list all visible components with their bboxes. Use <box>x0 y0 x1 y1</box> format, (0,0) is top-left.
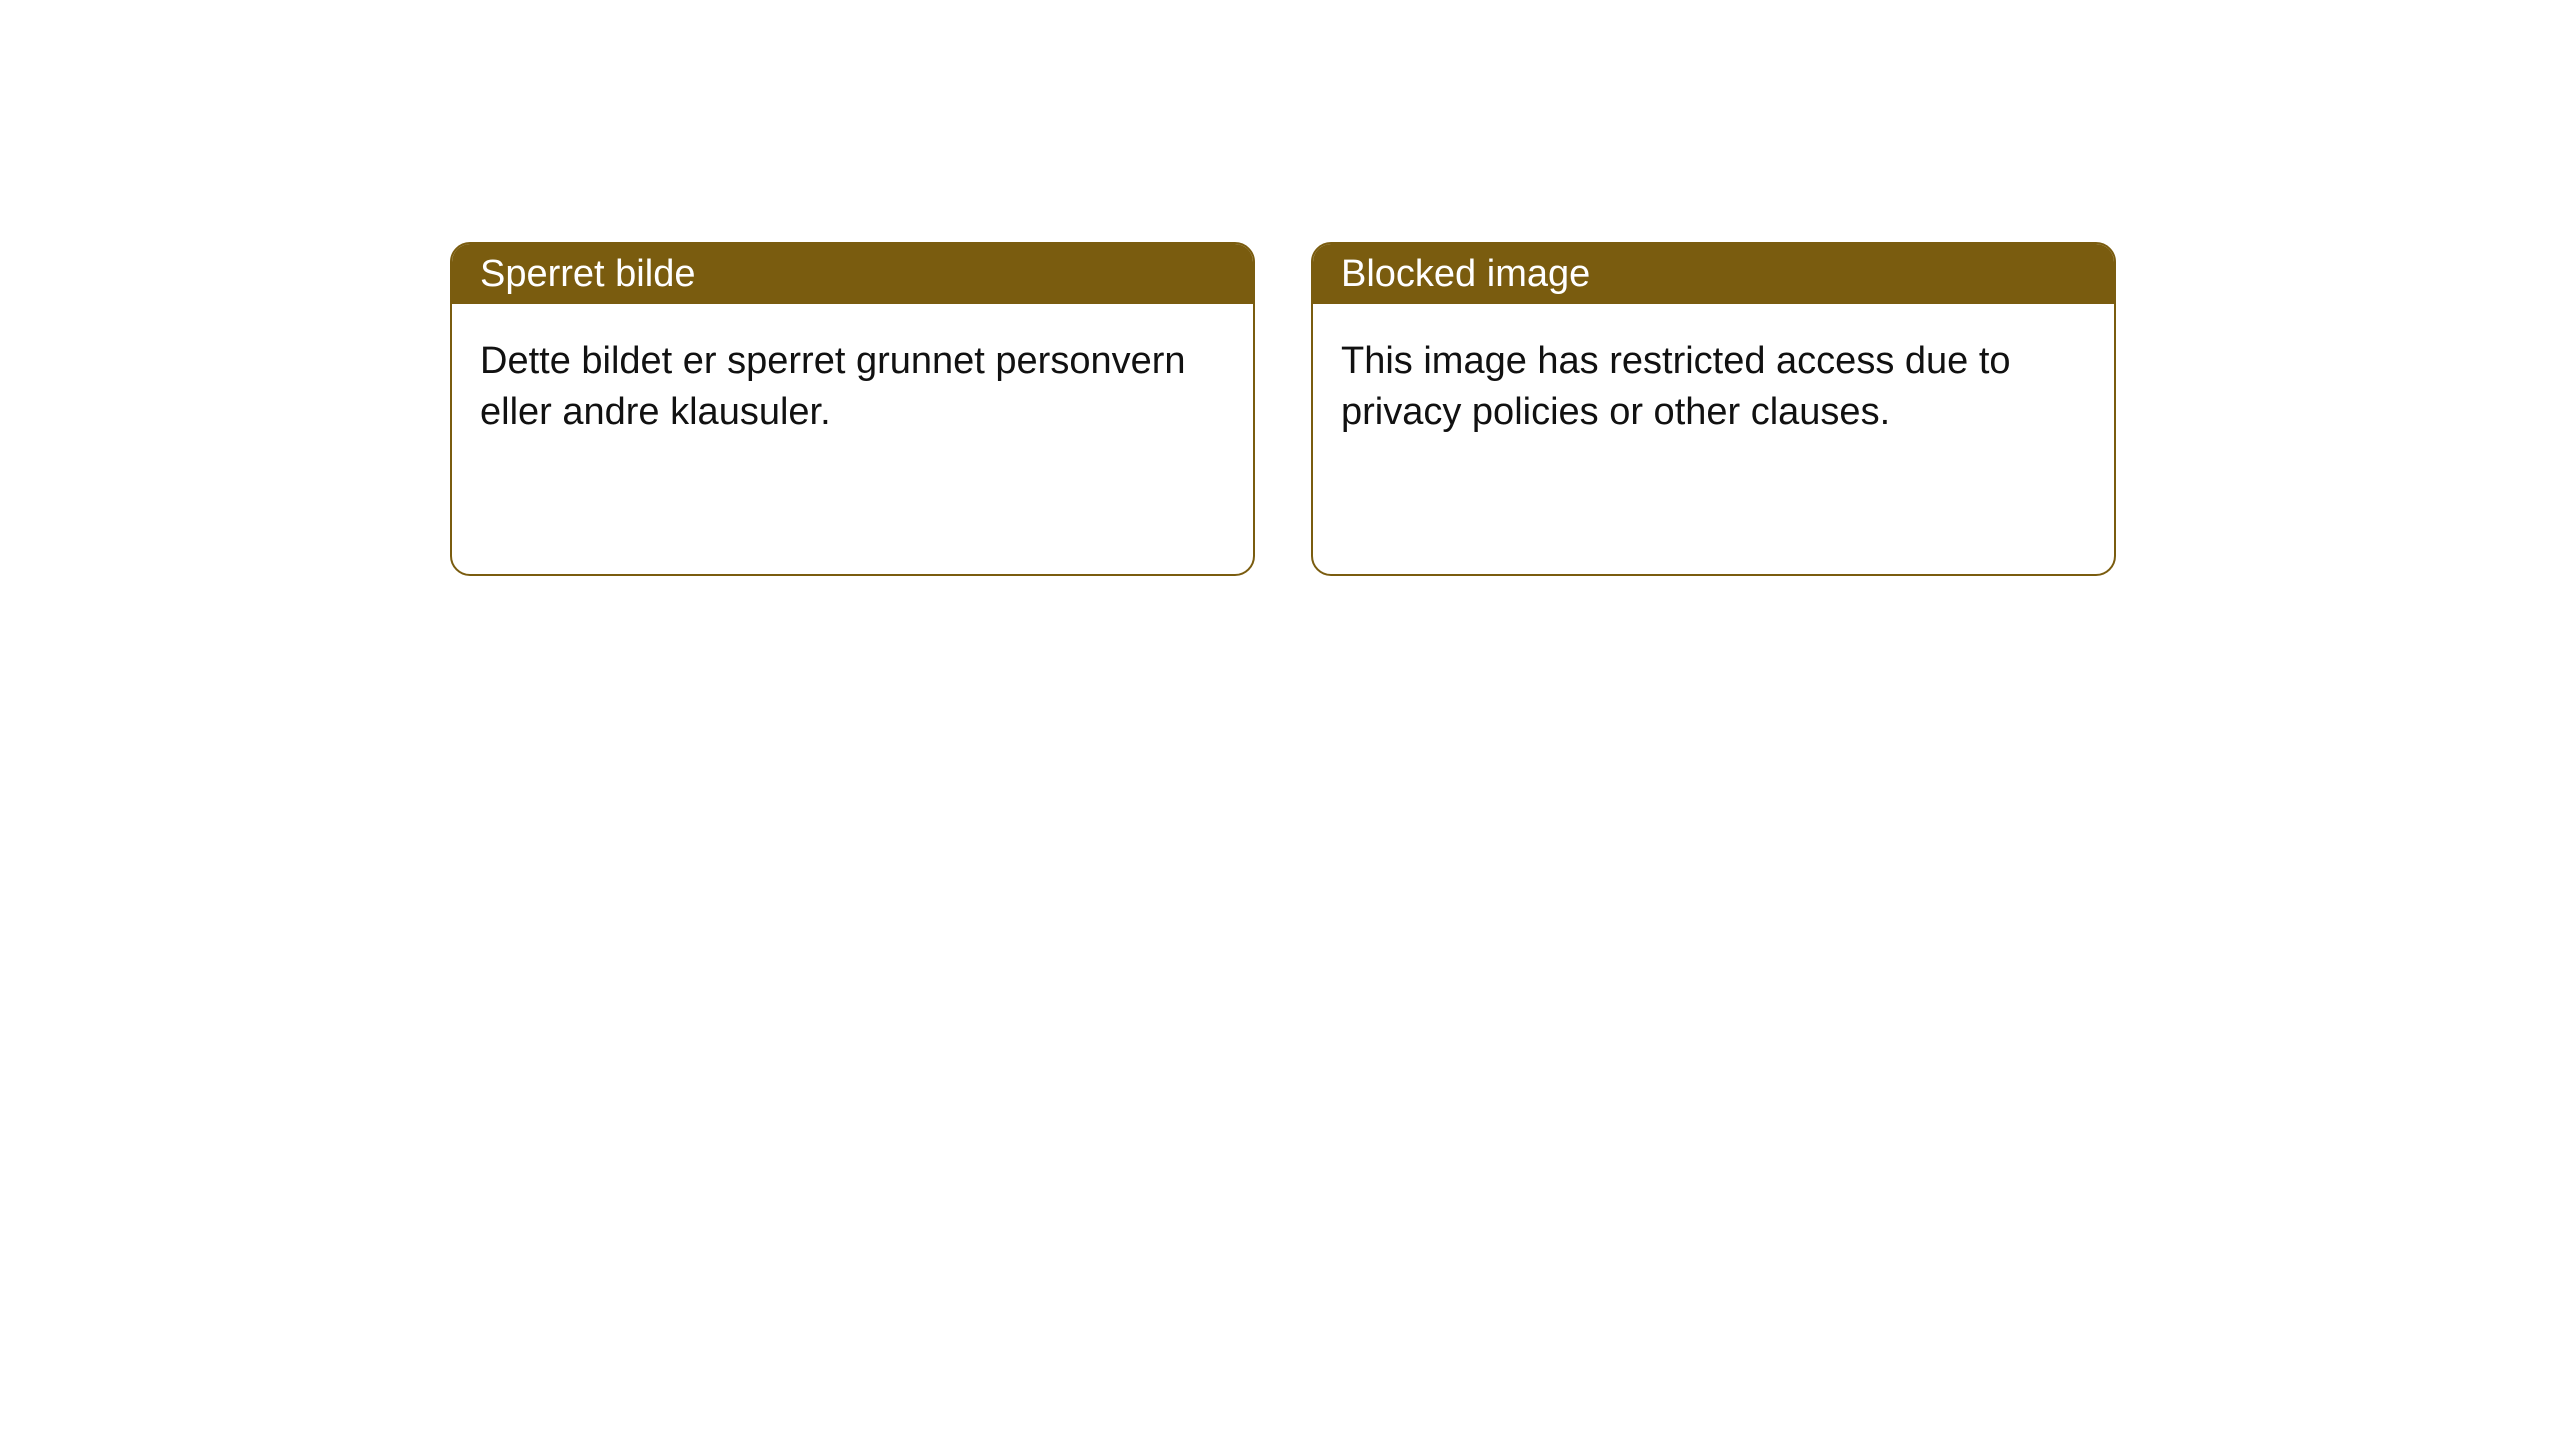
notice-card-en: Blocked image This image has restricted … <box>1311 242 2116 576</box>
notice-body-no: Dette bildet er sperret grunnet personve… <box>452 304 1253 471</box>
notice-header-en: Blocked image <box>1313 244 2114 304</box>
notice-body-en: This image has restricted access due to … <box>1313 304 2114 471</box>
notice-header-no: Sperret bilde <box>452 244 1253 304</box>
notice-container: Sperret bilde Dette bildet er sperret gr… <box>0 0 2560 576</box>
notice-card-no: Sperret bilde Dette bildet er sperret gr… <box>450 242 1255 576</box>
